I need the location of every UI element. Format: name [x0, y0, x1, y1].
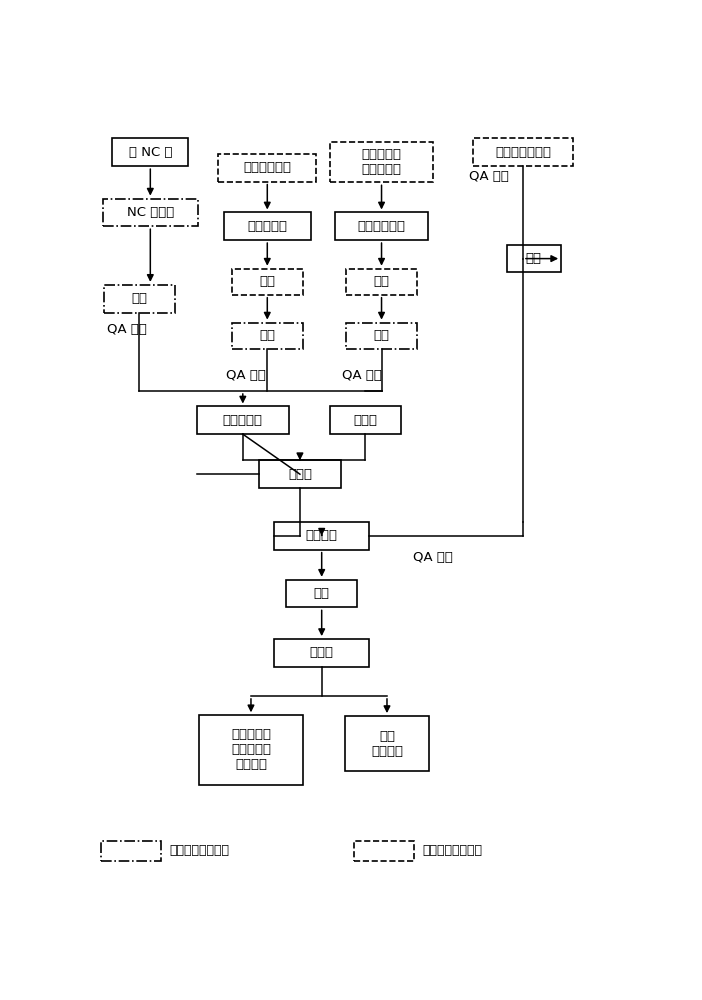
- Bar: [330, 142, 433, 182]
- Text: 干燥: 干燥: [259, 329, 275, 342]
- Bar: [101, 841, 161, 861]
- Text: 分装: 分装: [526, 252, 542, 265]
- Text: 干燥: 干燥: [131, 292, 147, 305]
- Text: QA 取样: QA 取样: [413, 551, 453, 564]
- Bar: [507, 245, 561, 272]
- Text: QA 取样: QA 取样: [343, 369, 383, 382]
- Text: 塑料卡: 塑料卡: [353, 414, 377, 427]
- Text: 贴 NC 膜: 贴 NC 膜: [128, 146, 172, 159]
- Bar: [232, 323, 303, 349]
- Bar: [104, 285, 175, 312]
- Bar: [355, 841, 414, 861]
- Bar: [218, 154, 317, 182]
- Text: 虚线框为特殊工序: 虚线框为特殊工序: [169, 844, 230, 857]
- Text: QA 取样: QA 取样: [469, 170, 508, 183]
- Text: 样品稀释液配制: 样品稀释液配制: [495, 146, 551, 159]
- Text: 胶体金制备
亲和素标记: 胶体金制备 亲和素标记: [362, 148, 402, 176]
- Bar: [346, 269, 417, 295]
- Text: 虚线框为关键工序: 虚线框为关键工序: [423, 844, 482, 857]
- Bar: [345, 716, 429, 771]
- Text: 装盒: 装盒: [314, 587, 330, 600]
- Text: NC 膜划线: NC 膜划线: [126, 206, 174, 219]
- Bar: [259, 460, 340, 488]
- Bar: [346, 323, 417, 349]
- Text: 试剂卡: 试剂卡: [288, 468, 312, 481]
- Bar: [336, 212, 428, 240]
- Text: 不合格品进
入不合格品
处理程序: 不合格品进 入不合格品 处理程序: [231, 728, 271, 771]
- Text: 金结合垫涂抹: 金结合垫涂抹: [357, 220, 406, 233]
- Bar: [330, 406, 401, 434]
- Bar: [472, 138, 574, 166]
- Text: 组装、切条: 组装、切条: [223, 414, 263, 427]
- Bar: [199, 715, 303, 785]
- Bar: [232, 269, 303, 295]
- Text: 纯化: 纯化: [373, 275, 390, 288]
- Bar: [224, 212, 311, 240]
- Bar: [197, 406, 289, 434]
- Bar: [274, 522, 369, 550]
- Text: 重组抗原标记: 重组抗原标记: [244, 161, 291, 174]
- Text: 成品
合格放行: 成品 合格放行: [371, 730, 403, 758]
- Text: 成品库: 成品库: [310, 646, 333, 659]
- Bar: [286, 580, 357, 607]
- Text: 纯化: 纯化: [259, 275, 275, 288]
- Text: 干燥: 干燥: [373, 329, 390, 342]
- Text: 抗原垫涂抹: 抗原垫涂抹: [247, 220, 287, 233]
- Bar: [274, 639, 369, 667]
- Text: QA 取样: QA 取样: [107, 323, 147, 336]
- Text: QA 取样: QA 取样: [227, 369, 266, 382]
- Text: 半成品库: 半成品库: [305, 529, 338, 542]
- Bar: [102, 199, 198, 226]
- Bar: [112, 138, 188, 166]
